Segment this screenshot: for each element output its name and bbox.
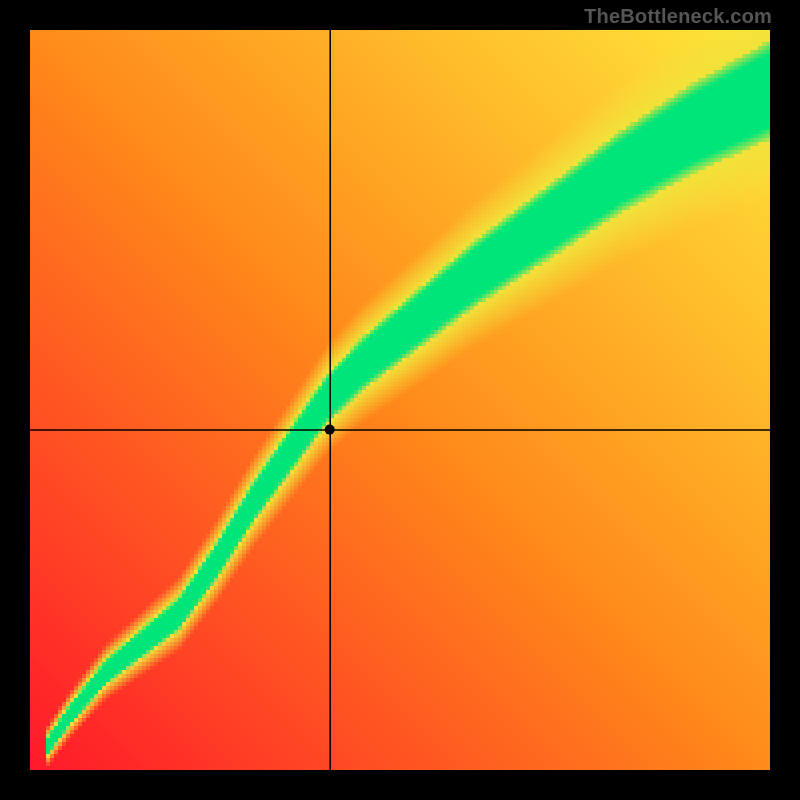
plot-area — [30, 30, 770, 770]
overlay-canvas — [30, 30, 770, 770]
chart-frame: TheBottleneck.com — [0, 0, 800, 800]
watermark-text: TheBottleneck.com — [584, 6, 772, 29]
